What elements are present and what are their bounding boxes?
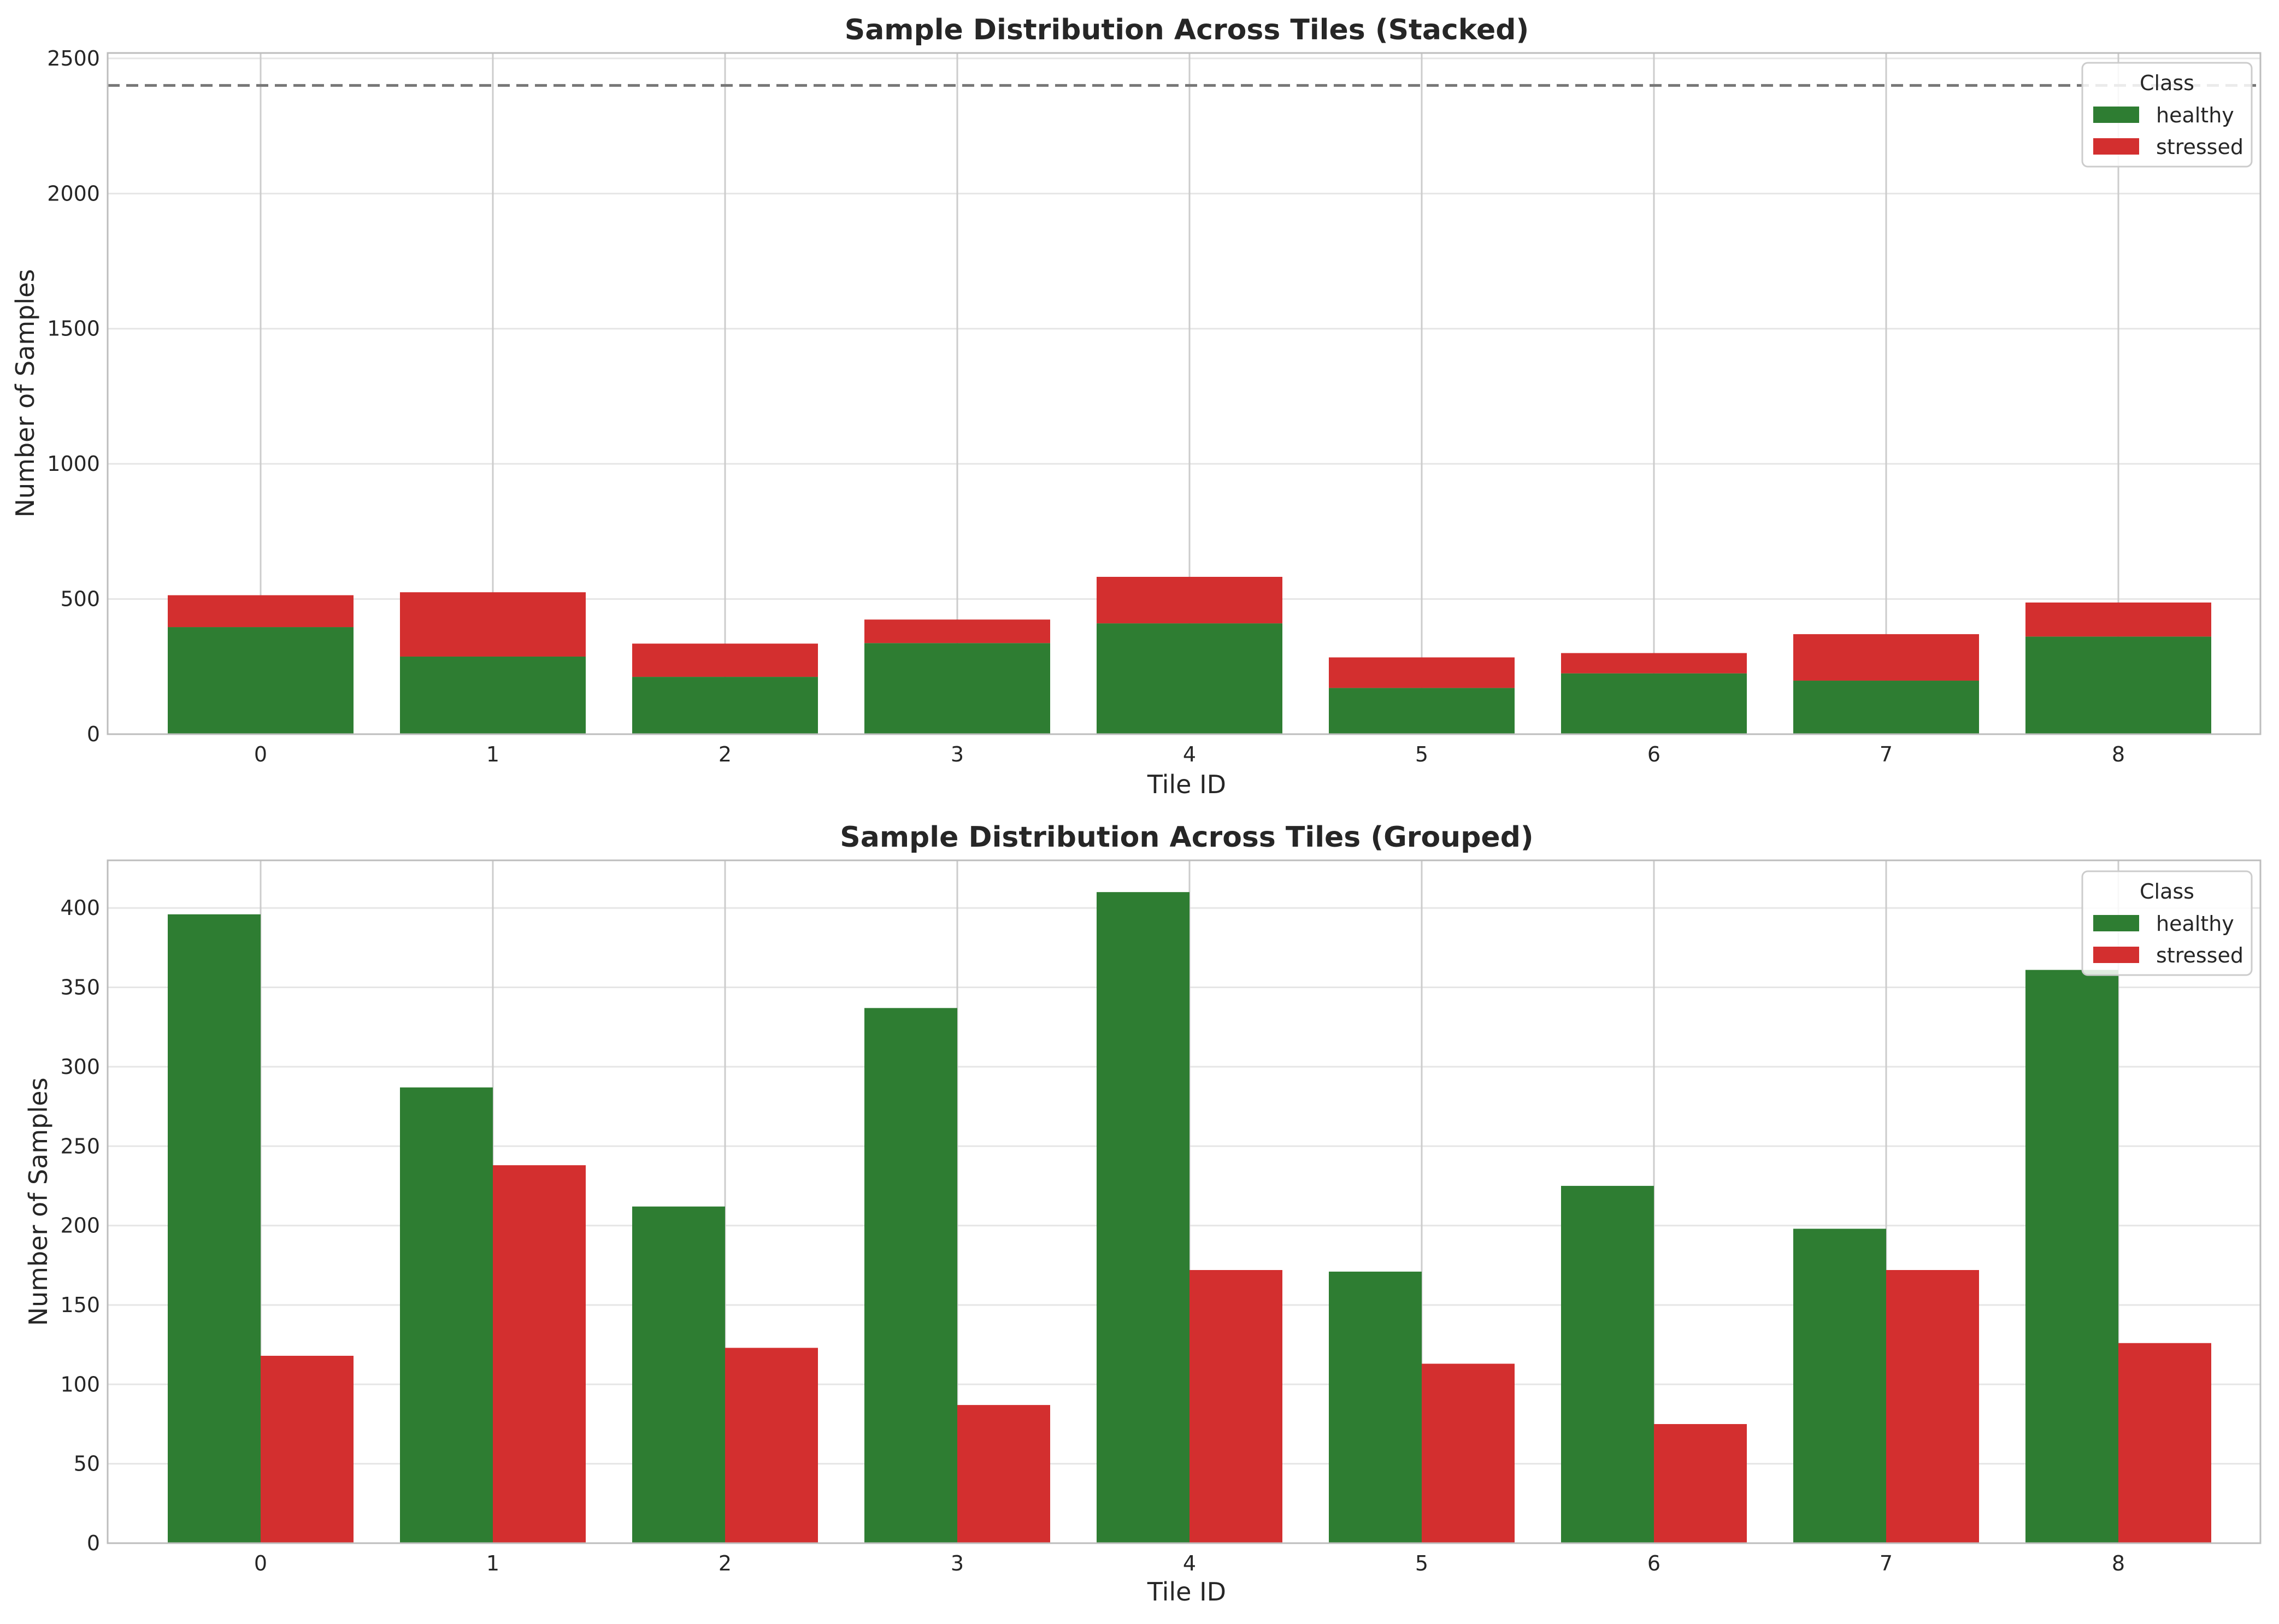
stacked-bar-stressed-tile-2	[632, 643, 818, 677]
stacked-x-ticks: 0 1 2 3 4 5 6 7 8	[254, 742, 2125, 766]
stacked-bars	[168, 577, 2211, 734]
grouped-bar-stressed-tile-1	[493, 1165, 586, 1543]
stacked-x-tick-label: 1	[486, 742, 499, 766]
grouped-bar-stressed-tile-0	[261, 1355, 354, 1543]
stacked-x-tick-label: 2	[719, 742, 732, 766]
grouped-x-tick-label: 2	[719, 1551, 732, 1575]
stacked-x-tick-label: 6	[1647, 742, 1660, 766]
stacked-plot-frame	[107, 52, 2262, 735]
grouped-legend-healthy-label: healthy	[2156, 912, 2234, 936]
stacked-bar-stressed-tile-5	[1329, 657, 1515, 688]
grouped-bar-healthy-tile-3	[864, 1008, 957, 1543]
grouped-y-tick-label: 100	[60, 1372, 100, 1396]
grouped-plot-frame	[107, 859, 2262, 1544]
stacked-y-tick-label: 2000	[47, 181, 100, 205]
grouped-x-axis-label: Tile ID	[1147, 1577, 1226, 1607]
grouped-chart-title: Sample Distribution Across Tiles (Groupe…	[840, 821, 1533, 854]
stacked-x-tick-label: 3	[951, 742, 964, 766]
grouped-y-tick-label: 150	[60, 1293, 100, 1317]
stacked-x-tick-label: 7	[1880, 742, 1893, 766]
grouped-legend-healthy-swatch	[2093, 915, 2139, 931]
grouped-bar-stressed-tile-6	[1654, 1424, 1747, 1543]
stacked-x-tick-label: 5	[1415, 742, 1428, 766]
stacked-y-tick-label: 2500	[47, 46, 100, 70]
grouped-x-tick-label: 7	[1880, 1551, 1893, 1575]
stacked-x-tick-label: 0	[254, 742, 267, 766]
grouped-y-axis-label: Number of Samples	[23, 1078, 53, 1326]
grouped-bar-stressed-tile-8	[2118, 1343, 2211, 1543]
grouped-y-tick-label: 250	[60, 1134, 100, 1158]
grouped-x-ticks: 0 1 2 3 4 5 6 7 8	[254, 1551, 2125, 1575]
grouped-legend-stressed-swatch	[2093, 947, 2139, 963]
stacked-y-tick-label: 500	[60, 587, 100, 611]
grouped-x-tick-label: 5	[1415, 1551, 1428, 1575]
grouped-bar-stressed-tile-4	[1189, 1270, 1282, 1543]
stacked-bar-stressed-tile-0	[168, 595, 354, 628]
stacked-bar-stressed-tile-7	[1793, 634, 1979, 681]
grouped-bar-healthy-tile-8	[2025, 970, 2118, 1543]
stacked-bar-healthy-tile-6	[1561, 673, 1747, 734]
grouped-x-tick-label: 8	[2112, 1551, 2125, 1575]
stacked-bar-healthy-tile-0	[168, 627, 354, 734]
stacked-y-tick-label: 1500	[47, 317, 100, 341]
stacked-x-tick-label: 8	[2112, 742, 2125, 766]
grouped-y-tick-label: 0	[87, 1531, 100, 1555]
grouped-bar-stressed-tile-5	[1422, 1363, 1515, 1543]
grouped-x-tick-label: 6	[1647, 1551, 1660, 1575]
grouped-bar-healthy-tile-1	[400, 1087, 493, 1543]
stacked-bar-healthy-tile-7	[1793, 681, 1979, 734]
grouped-bar-healthy-tile-2	[632, 1206, 725, 1543]
stacked-y-ticks: 0 500 1000 1500 2000 2500	[47, 46, 100, 746]
grouped-y-tick-label: 400	[60, 896, 100, 920]
stacked-legend-healthy-label: healthy	[2156, 103, 2234, 127]
stacked-y-tick-label: 1000	[47, 452, 100, 476]
stacked-legend-stressed-label: stressed	[2156, 135, 2243, 159]
stacked-legend-healthy-swatch	[2093, 107, 2139, 123]
stacked-bar-stressed-tile-8	[2025, 603, 2211, 637]
grouped-y-ticks: 0 50 100 150 200 250 300 350 400	[60, 896, 100, 1555]
stacked-bar-healthy-tile-8	[2025, 636, 2211, 734]
stacked-y-tick-label: 0	[87, 722, 100, 746]
stacked-chart-title: Sample Distribution Across Tiles (Stacke…	[845, 14, 1529, 46]
stacked-y-axis-label: Number of Samples	[10, 269, 40, 518]
stacked-x-tick-label: 4	[1183, 742, 1196, 766]
stacked-bar-stressed-tile-1	[400, 592, 586, 657]
stacked-x-axis-label: Tile ID	[1147, 770, 1226, 799]
stacked-bar-healthy-tile-1	[400, 656, 586, 734]
grouped-bars	[168, 892, 2211, 1543]
grouped-x-tick-label: 0	[254, 1551, 267, 1575]
stacked-legend-title: Class	[2140, 71, 2194, 95]
grouped-y-tick-label: 300	[60, 1055, 100, 1079]
grouped-bar-healthy-tile-6	[1561, 1185, 1654, 1543]
stacked-bar-stressed-tile-3	[864, 619, 1050, 643]
grouped-legend-title: Class	[2140, 879, 2194, 903]
stacked-legend-stressed-swatch	[2093, 138, 2139, 155]
stacked-bar-stressed-tile-4	[1097, 577, 1282, 624]
stacked-bar-healthy-tile-3	[864, 643, 1050, 734]
grouped-x-tick-label: 3	[951, 1551, 964, 1575]
grouped-chart-panel: Sample Distribution Across Tiles (Groupe…	[23, 821, 2262, 1607]
grouped-bar-healthy-tile-4	[1097, 892, 1189, 1543]
grouped-bar-stressed-tile-2	[725, 1348, 818, 1543]
grouped-x-tick-label: 4	[1183, 1551, 1196, 1575]
grouped-bar-stressed-tile-3	[957, 1405, 1050, 1543]
grouped-x-tick-label: 1	[486, 1551, 499, 1575]
grouped-legend-stressed-label: stressed	[2156, 943, 2243, 967]
stacked-chart-panel: Sample Distribution Across Tiles (Stacke…	[10, 14, 2262, 799]
grouped-bar-healthy-tile-0	[168, 914, 261, 1543]
stacked-legend: Class healthy stressed	[2081, 62, 2253, 168]
stacked-bar-stressed-tile-6	[1561, 653, 1747, 674]
stacked-bar-healthy-tile-2	[632, 677, 818, 734]
stacked-bar-healthy-tile-5	[1329, 688, 1515, 734]
grouped-bar-stressed-tile-7	[1886, 1270, 1979, 1543]
grouped-y-tick-label: 200	[60, 1214, 100, 1238]
grouped-legend: Class healthy stressed	[2081, 870, 2253, 976]
grouped-bar-healthy-tile-7	[1793, 1229, 1886, 1543]
grouped-bar-healthy-tile-5	[1329, 1271, 1422, 1543]
grouped-y-tick-label: 350	[60, 976, 100, 1000]
grouped-y-tick-label: 50	[74, 1452, 100, 1476]
stacked-bar-healthy-tile-4	[1097, 623, 1282, 734]
